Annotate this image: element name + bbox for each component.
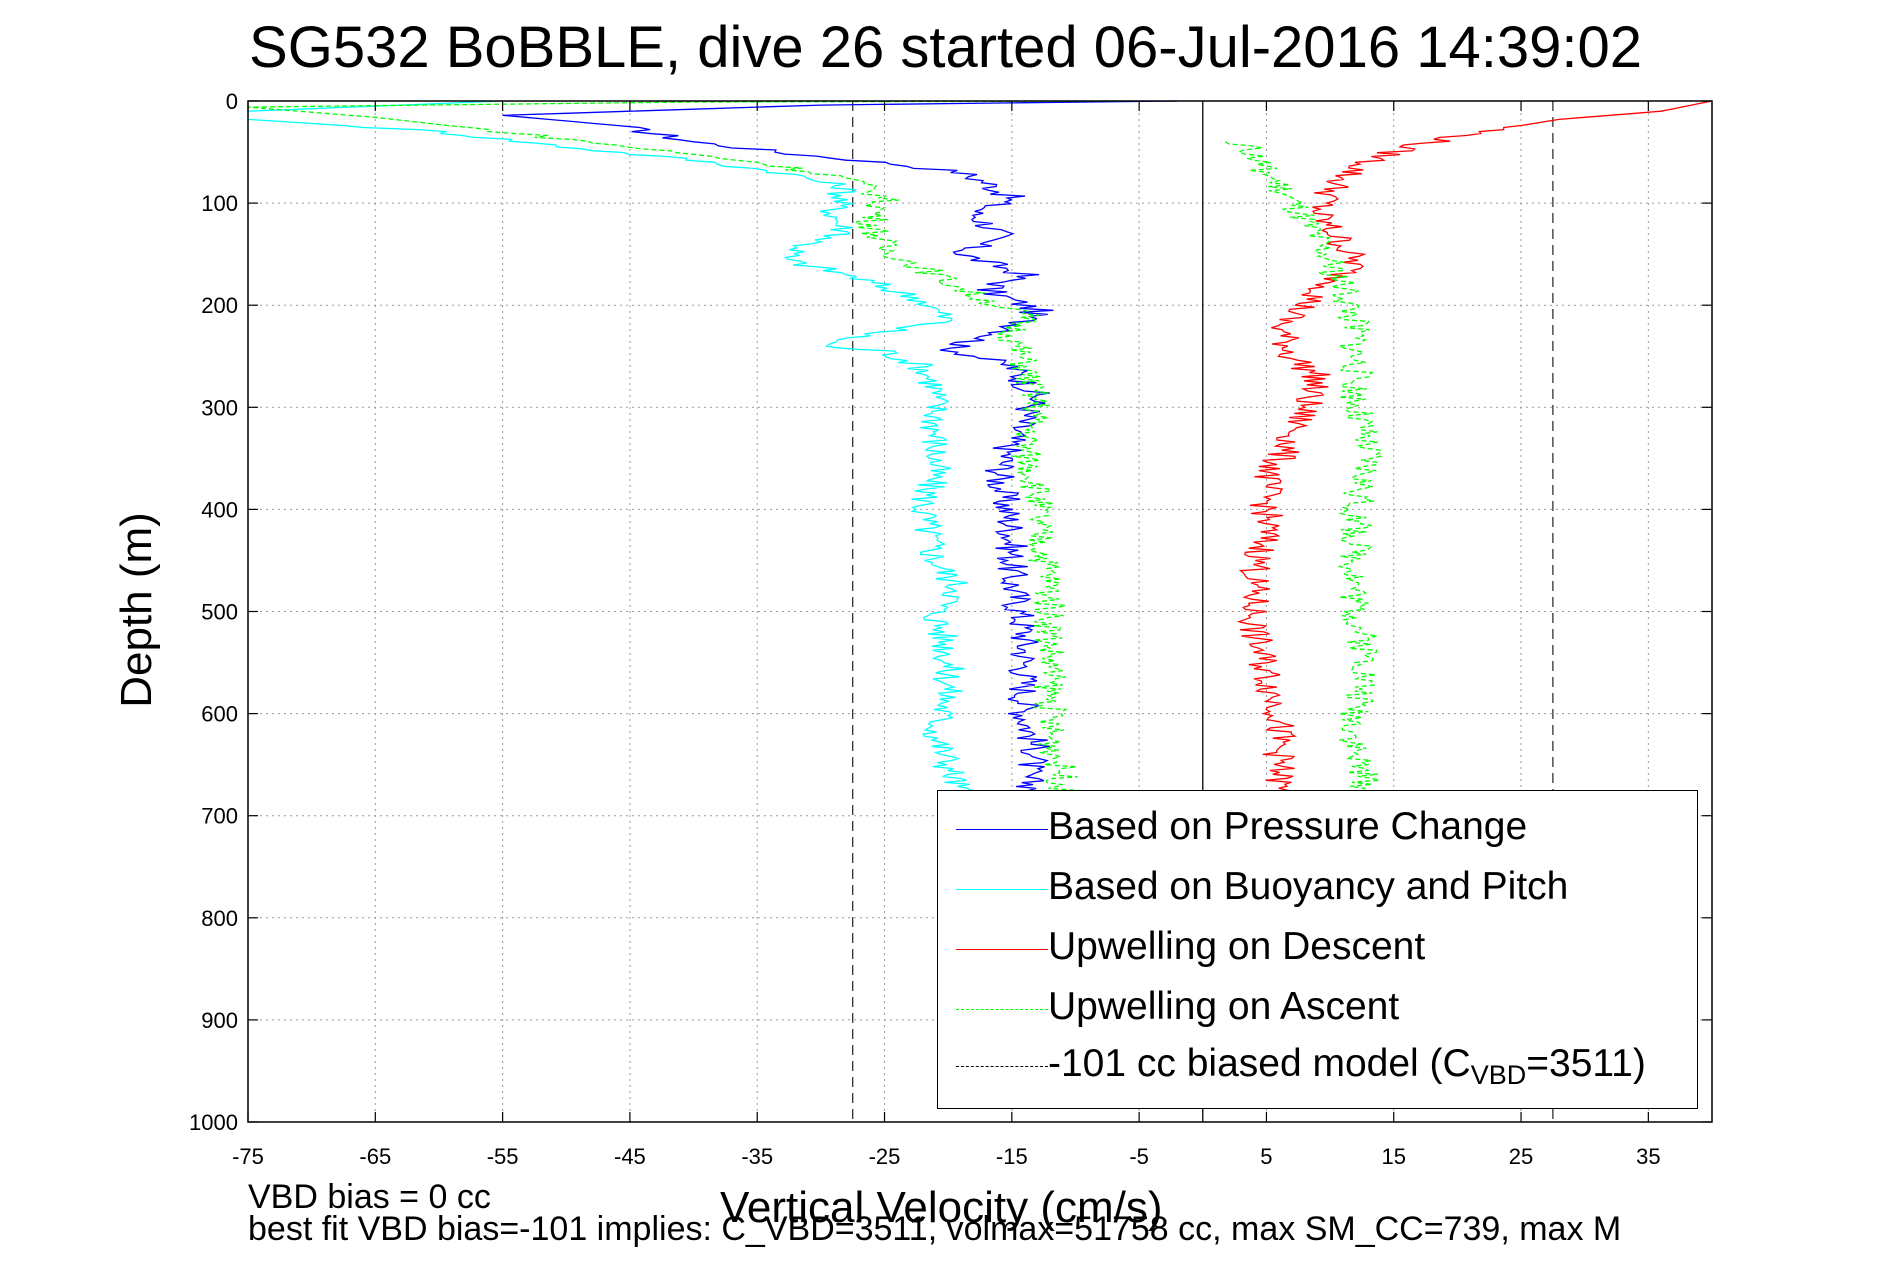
- y-tick-label: 900: [201, 1008, 238, 1033]
- x-tick-label: 15: [1381, 1144, 1405, 1169]
- legend-label-model-main: -101 cc biased model (C: [1048, 1042, 1471, 1085]
- legend-item-pressure: Based on Pressure Change: [938, 799, 1697, 859]
- x-tick-label: -75: [232, 1144, 264, 1169]
- legend-label-model: -101 cc biased model (CVBD=3511): [1048, 1042, 1646, 1091]
- x-tick-label: -65: [359, 1144, 391, 1169]
- series-line-2-segment-1: [247, 100, 973, 795]
- x-axis-label: Vertical Velocity (cm/s): [720, 1183, 1163, 1232]
- legend-swatch-ascent: [956, 1009, 1048, 1010]
- legend-item-descent: Upwelling on Descent: [938, 919, 1697, 979]
- legend-label-pressure: Based on Pressure Change: [1048, 805, 1528, 848]
- legend-label-ascent: Upwelling on Ascent: [1048, 985, 1400, 1028]
- x-tick-label: -45: [614, 1144, 646, 1169]
- y-tick-label: 200: [201, 293, 238, 318]
- y-tick-label: 0: [226, 89, 238, 114]
- footnote-vbd-bias: VBD bias = 0 cc: [248, 1178, 491, 1216]
- x-tick-label: 25: [1509, 1144, 1533, 1169]
- y-tick-label: 500: [201, 600, 238, 625]
- x-tick-label: -15: [996, 1144, 1028, 1169]
- legend-label-buoyancy: Based on Buoyancy and Pitch: [1048, 865, 1569, 908]
- y-axis-label: Depth (m): [112, 512, 161, 708]
- footnote-best-fit: best fit VBD bias=-101 implies: C_VBD=35…: [248, 1210, 1622, 1248]
- y-tick-label: 100: [201, 191, 238, 216]
- axis-ticks: -75 -65 -55 -45 -35 -25 -15 -5 5 15 25 350100200300…: [189, 89, 1712, 1169]
- legend-swatch-buoyancy: [956, 889, 1048, 890]
- legend-swatch-descent: [956, 949, 1048, 950]
- legend-swatch-pressure: [956, 829, 1048, 830]
- legend-swatch-model: [956, 1066, 1048, 1067]
- series-line-3-segment-1: [1236, 100, 1713, 795]
- y-tick-label: 800: [201, 906, 238, 931]
- series-line-4-segment-2: [1224, 141, 1383, 795]
- x-tick-label: -35: [741, 1144, 773, 1169]
- x-tick-label: -25: [869, 1144, 901, 1169]
- legend-item-buoyancy: Based on Buoyancy and Pitch: [938, 859, 1697, 919]
- legend-item-ascent: Upwelling on Ascent: [938, 979, 1697, 1039]
- y-tick-label: 400: [201, 497, 238, 522]
- legend-label-model-tail: =3511): [1526, 1042, 1646, 1085]
- y-tick-label: 1000: [189, 1110, 238, 1135]
- legend-label-model-sub: VBD: [1470, 1060, 1527, 1090]
- x-tick-label: -55: [487, 1144, 519, 1169]
- legend-item-model: -101 cc biased model (CVBD=3511): [938, 1036, 1697, 1096]
- y-tick-label: 300: [201, 395, 238, 420]
- y-tick-label: 600: [201, 702, 238, 727]
- data-series: [247, 100, 1713, 795]
- series-line-4-segment-1: [247, 100, 1140, 795]
- legend-label-descent: Upwelling on Descent: [1048, 925, 1426, 968]
- series-line-1-segment-1: [502, 100, 1178, 795]
- chart-title: SG532 BoBBLE, dive 26 started 06-Jul-201…: [249, 15, 1642, 80]
- x-tick-label: -5: [1129, 1144, 1149, 1169]
- x-tick-label: 35: [1636, 1144, 1660, 1169]
- y-tick-label: 700: [201, 804, 238, 829]
- legend: Based on Pressure Change Based on Buoyan…: [937, 790, 1698, 1109]
- x-tick-label: 5: [1260, 1144, 1272, 1169]
